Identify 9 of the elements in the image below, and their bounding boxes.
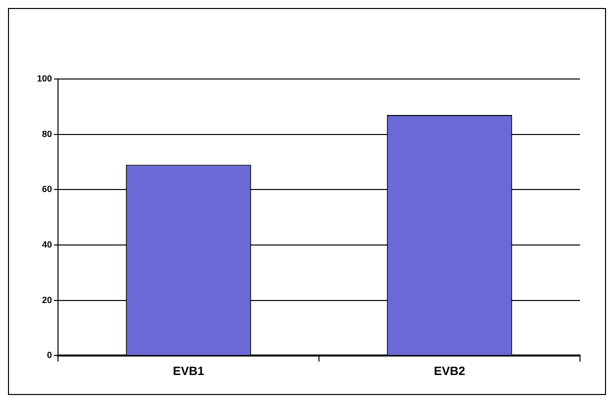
y-tick-label: 40	[42, 239, 52, 250]
y-tick-label: 0	[47, 350, 52, 360]
chart-frame: EVB1 EVB2 0 20 40 60 80 100	[8, 8, 606, 395]
x-tick-label: EVB2	[434, 364, 466, 378]
y-tick-label: 80	[42, 128, 52, 139]
x-tick-label: EVB1	[172, 364, 205, 378]
y-tick-label: 100	[36, 73, 52, 84]
y-tick-label: 20	[42, 294, 52, 305]
y-tick-label: 60	[42, 184, 52, 194]
